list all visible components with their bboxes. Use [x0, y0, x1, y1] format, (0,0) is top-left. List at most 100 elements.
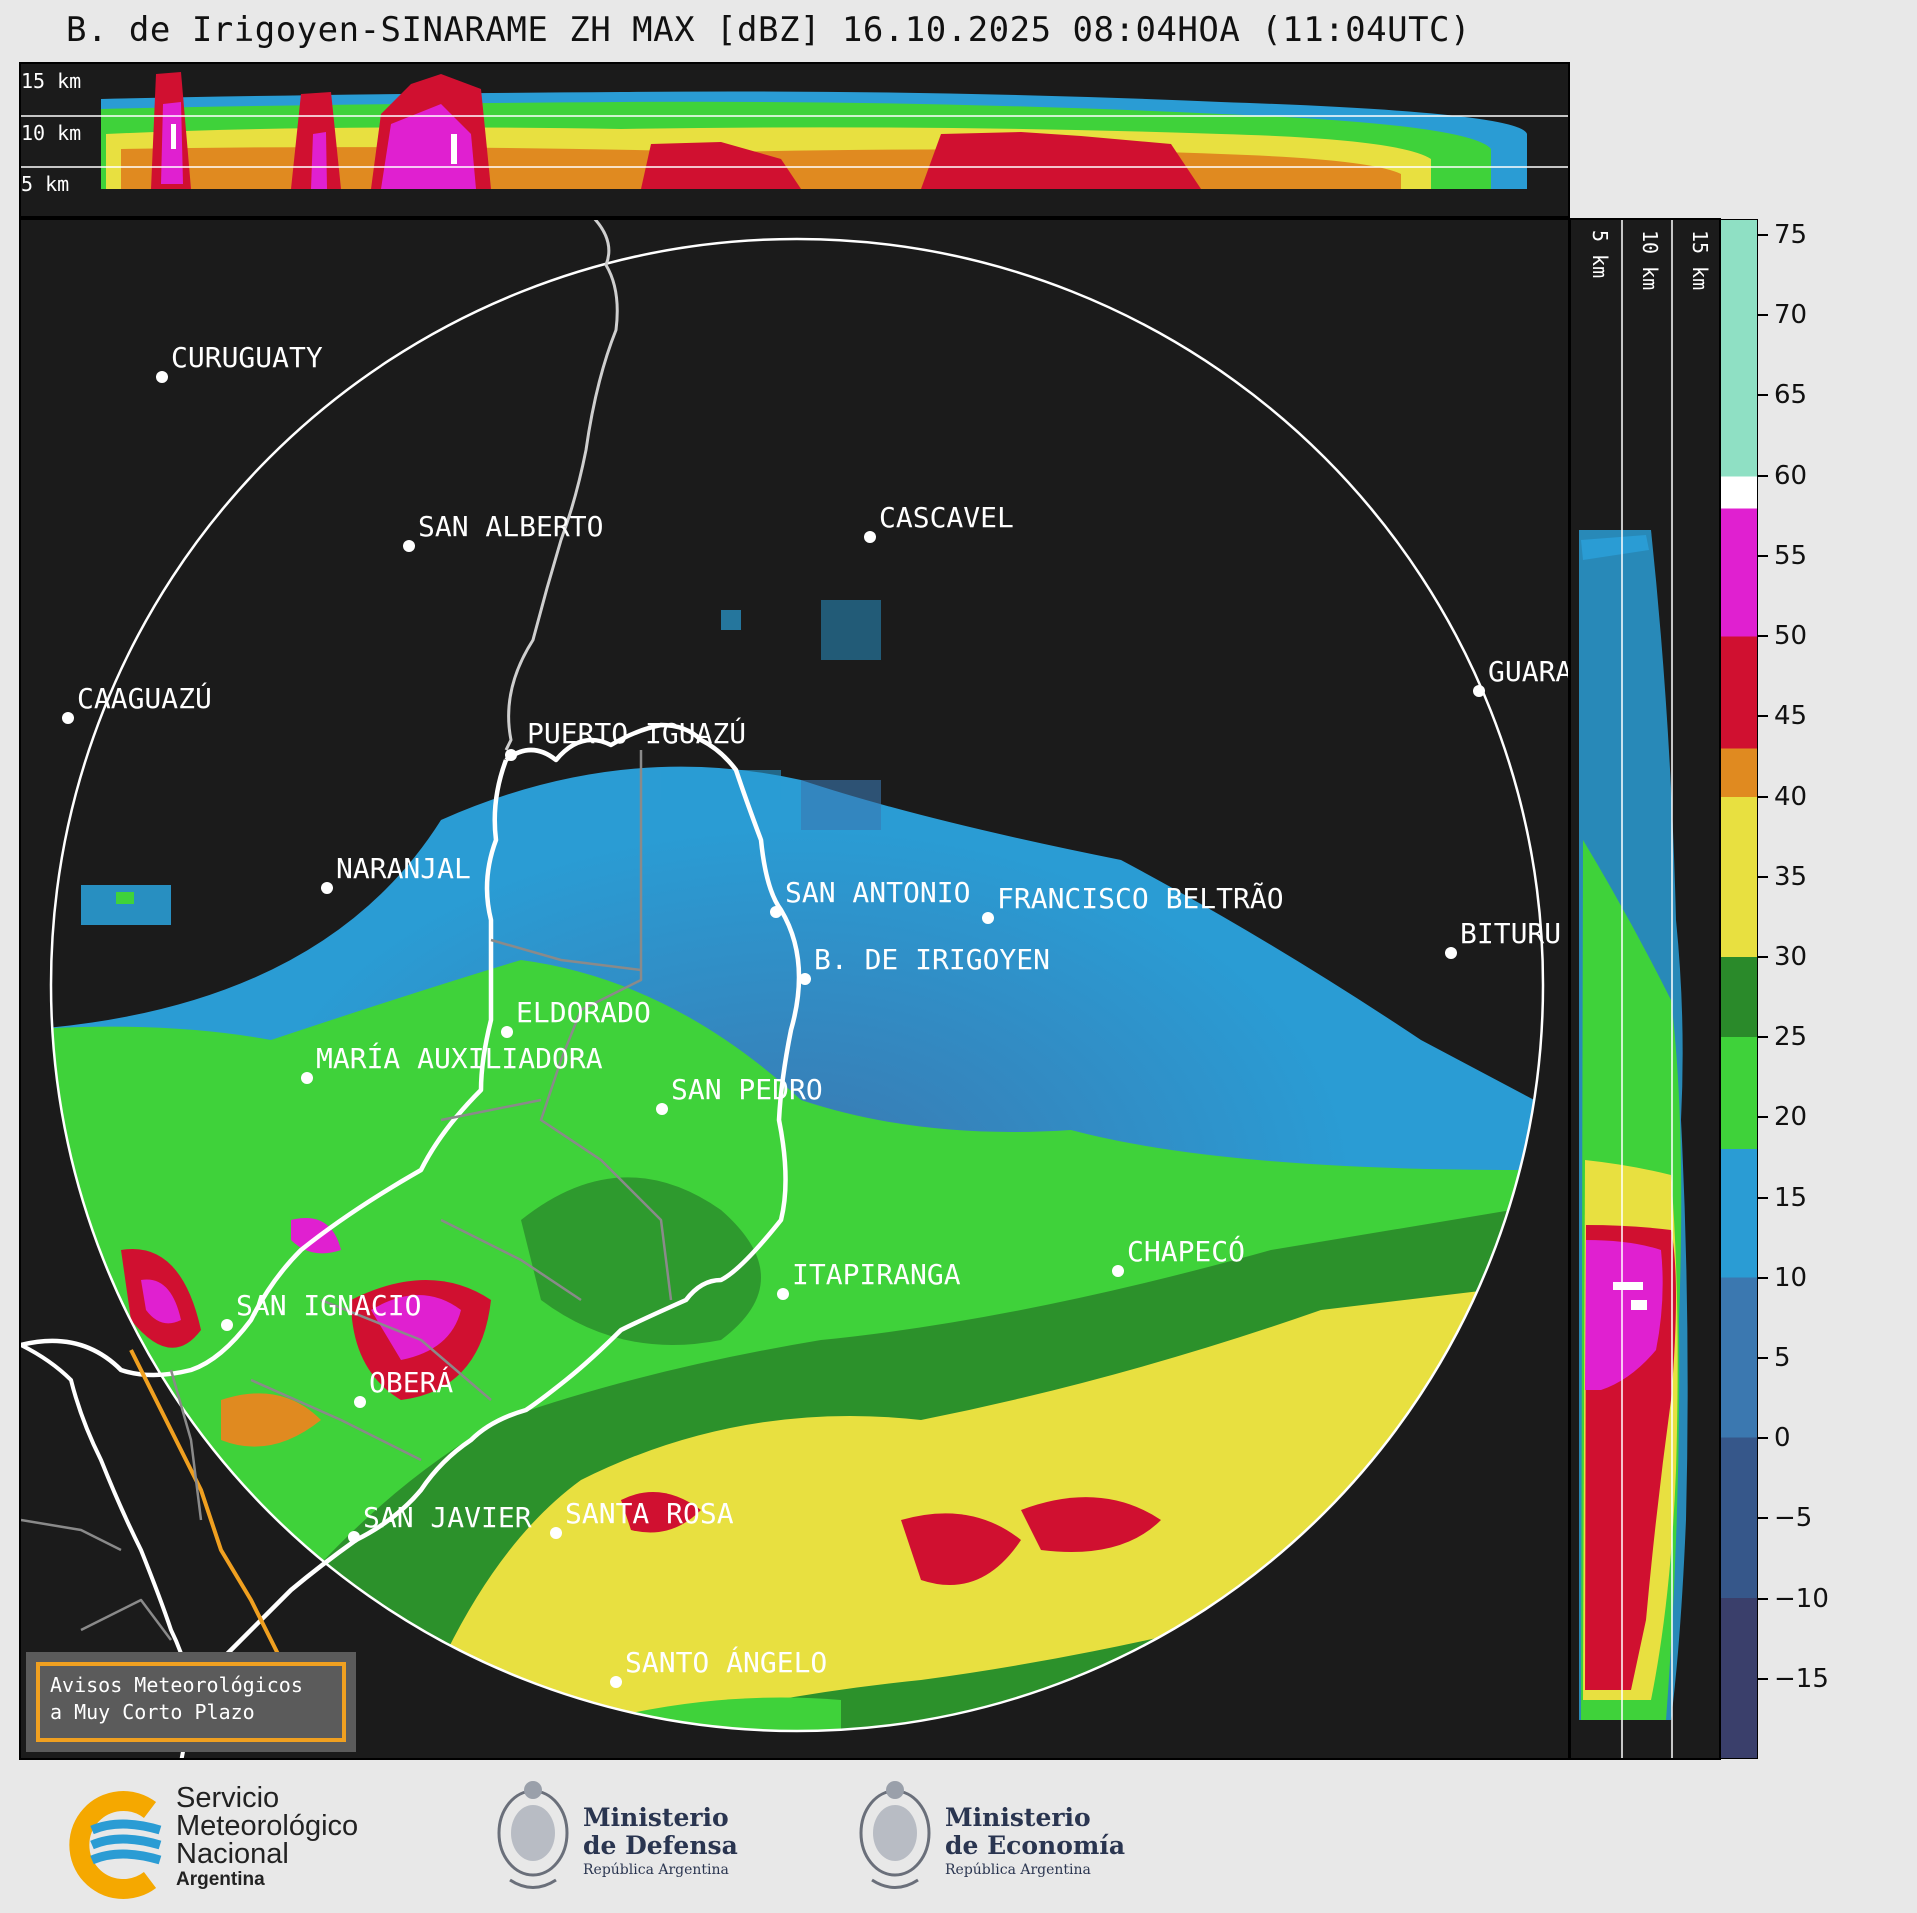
city-san-antonio: SAN ANTONIO [770, 876, 970, 918]
colorbar-tick [1758, 1517, 1768, 1520]
colorbar-tick [1758, 795, 1768, 798]
city-guara: GUARA [1473, 655, 1570, 697]
colorbar-tick [1758, 1437, 1768, 1440]
colorbar-tick-label: 50 [1774, 621, 1808, 652]
city-san-ignacio: SAN IGNACIO [221, 1289, 421, 1331]
svg-text:ELDORADO: ELDORADO [516, 996, 651, 1029]
colorbar-tick-label: −5 [1774, 1503, 1813, 1534]
colorbar-tick-label: 55 [1774, 540, 1808, 571]
defensa-seal-icon [497, 1781, 569, 1889]
city-itapiranga: ITAPIRANGA [777, 1258, 961, 1300]
city-eldorado: ELDORADO [501, 996, 651, 1038]
colorbar-tick [1758, 1677, 1768, 1680]
svg-text:SANTA ROSA: SANTA ROSA [565, 1497, 734, 1530]
colorbar-tick [1758, 554, 1768, 557]
svg-text:SAN JAVIER: SAN JAVIER [363, 1501, 532, 1534]
colorbar-tick-label: 65 [1774, 380, 1808, 411]
svg-text:CURUGUATY: CURUGUATY [171, 341, 323, 374]
city-chapeco: CHAPECÓ [1112, 1234, 1245, 1277]
city-puerto-iguazu: PUERTO IGUAZÚ [505, 716, 746, 761]
svg-text:FRANCISCO BELTRÃO: FRANCISCO BELTRÃO [997, 882, 1284, 915]
colorbar-tick [1758, 234, 1768, 237]
smn-logo-icon [69, 1791, 162, 1899]
colorbar-tick [1758, 715, 1768, 718]
colorbar-tick-label: 60 [1774, 460, 1808, 491]
top-height-label-5: 5 km [21, 172, 69, 196]
svg-text:GUARA: GUARA [1488, 655, 1570, 688]
colorbar-tick-label: 25 [1774, 1022, 1808, 1053]
colorbar-tick-label: 10 [1774, 1262, 1808, 1293]
economia-logo-text: Ministerio de Economía República Argenti… [945, 1803, 1126, 1879]
economia-seal-icon [859, 1781, 931, 1889]
city-bituru: BITURU [1445, 917, 1561, 959]
side-reflectivity-profile [1579, 530, 1688, 1720]
colorbar-tick [1758, 1116, 1768, 1119]
warning-legend-line2: a Muy Corto Plazo [50, 1700, 255, 1724]
map-title: B. de Irigoyen-SINARAME ZH MAX [dBZ] 16.… [66, 10, 1471, 50]
side-height-label-15: 15 km [1688, 230, 1712, 290]
colorbar-tick [1758, 875, 1768, 878]
colorbar-tick-label: 70 [1774, 300, 1808, 331]
colorbar-tick-label: 0 [1774, 1423, 1791, 1454]
international-border-paraguay-brazil [504, 220, 619, 751]
city-naranjal: NARANJAL [321, 852, 471, 894]
svg-text:SAN ANTONIO: SAN ANTONIO [785, 876, 970, 909]
side-height-label-5: 5 km [1588, 230, 1612, 278]
logo-footer [0, 1770, 1917, 1909]
radar-map: CURUGUATY SAN ALBERTO CASCAVEL CAAGUAZÚ … [21, 220, 1570, 1758]
city-obera: OBERÁ [354, 1365, 453, 1408]
radar-site-b-de-irigoyen: B. DE IRIGOYEN [799, 943, 1050, 985]
colorbar-tick-label: 5 [1774, 1342, 1791, 1373]
colorbar-tick [1758, 1276, 1768, 1279]
colorbar-tick-label: 15 [1774, 1182, 1808, 1213]
city-san-alberto: SAN ALBERTO [403, 510, 603, 552]
colorbar-tick-label: 45 [1774, 701, 1808, 732]
colorbar-tick [1758, 474, 1768, 477]
colorbar-tick-label: 35 [1774, 861, 1808, 892]
svg-text:CHAPECÓ: CHAPECÓ [1127, 1234, 1245, 1268]
colorbar-tick-label: −10 [1774, 1583, 1829, 1614]
top-height-label-10: 10 km [21, 121, 81, 145]
smn-logo-text: Servicio Meteorológico Nacional Argentin… [176, 1782, 359, 1891]
city-maria-auxiliadora: MARÍA AUXILIADORA [301, 1041, 603, 1084]
city-caaguazu: CAAGUAZÚ [62, 681, 212, 724]
paraguay-misiones-border [21, 759, 509, 1378]
top-height-label-15: 15 km [21, 69, 81, 93]
colorbar-tick-label: 40 [1774, 781, 1808, 812]
borders [21, 220, 802, 1758]
radar-map-panel: CURUGUATY SAN ALBERTO CASCAVEL CAAGUAZÚ … [19, 218, 1570, 1760]
svg-text:SAN ALBERTO: SAN ALBERTO [418, 510, 603, 543]
side-cross-section-panel: 5 km 10 km 15 km [1569, 218, 1721, 1760]
colorbar-tick [1758, 635, 1768, 638]
svg-text:B. DE IRIGOYEN: B. DE IRIGOYEN [814, 943, 1050, 976]
side-height-label-10: 10 km [1638, 230, 1662, 290]
svg-text:CASCAVEL: CASCAVEL [879, 501, 1014, 534]
defensa-logo-text: Ministerio de Defensa República Argentin… [583, 1803, 738, 1879]
misiones-border [169, 722, 802, 1722]
city-santa-rosa: SANTA ROSA [550, 1497, 734, 1539]
city-santo-angelo: SANTO ÁNGELO [610, 1645, 827, 1688]
warning-legend-box: Avisos Meteorológicos a Muy Corto Plazo [26, 1652, 356, 1752]
svg-text:NARANJAL: NARANJAL [336, 852, 471, 885]
colorbar-tick [1758, 314, 1768, 317]
svg-text:OBERÁ: OBERÁ [369, 1365, 453, 1399]
side-cross-section-chart: 5 km 10 km 15 km [1571, 220, 1719, 1758]
svg-text:BITURU: BITURU [1460, 917, 1561, 950]
city-francisco-beltrao: FRANCISCO BELTRÃO [982, 882, 1284, 924]
svg-text:SAN PEDRO: SAN PEDRO [671, 1073, 823, 1106]
logo-graphics [69, 1781, 931, 1899]
city-cascavel: CASCAVEL [864, 501, 1014, 543]
city-markers: CURUGUATY SAN ALBERTO CASCAVEL CAAGUAZÚ … [62, 341, 1570, 1688]
city-curuguaty: CURUGUATY [156, 341, 323, 383]
city-san-pedro: SAN PEDRO [656, 1073, 823, 1115]
city-san-javier: SAN JAVIER [348, 1501, 532, 1543]
colorbar-tick-label: 75 [1774, 220, 1808, 251]
colorbar-tick [1758, 1036, 1768, 1039]
colorbar-tick-label: 20 [1774, 1102, 1808, 1133]
svg-text:SAN IGNACIO: SAN IGNACIO [236, 1289, 421, 1322]
corrientes-border [21, 1343, 193, 1758]
colorbar-tick-label: −15 [1774, 1663, 1829, 1694]
radar-range-ring [49, 237, 1545, 1733]
svg-text:SANTO ÁNGELO: SANTO ÁNGELO [625, 1645, 827, 1679]
top-cross-section-panel: 15 km 10 km 5 km [19, 62, 1570, 218]
